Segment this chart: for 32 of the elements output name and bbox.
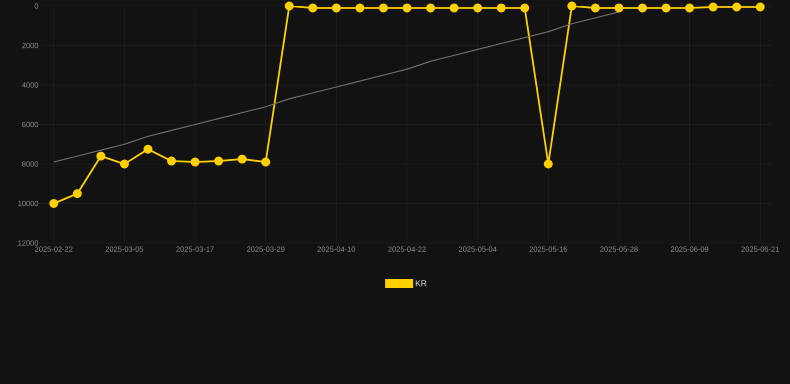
legend-label: KR [416,280,426,286]
point [96,152,106,161]
point [638,3,647,12]
point [520,3,530,12]
point [167,156,176,166]
point [49,199,58,208]
point [214,156,224,166]
point [378,3,388,12]
point [120,160,129,168]
point [190,158,200,167]
point [567,2,576,10]
point [284,2,294,10]
point [496,3,506,12]
point [238,154,247,164]
point [732,2,742,12]
point [708,2,718,12]
point [308,3,318,12]
point [332,3,341,12]
point [426,3,436,12]
point [72,189,82,198]
point [143,144,152,154]
point [261,158,270,167]
point [450,3,459,12]
point [685,3,694,12]
point [473,3,482,12]
point [544,160,553,168]
point [614,3,624,12]
point [662,3,671,12]
point [756,2,765,12]
point [355,3,364,12]
point [590,3,600,12]
point [402,3,412,12]
